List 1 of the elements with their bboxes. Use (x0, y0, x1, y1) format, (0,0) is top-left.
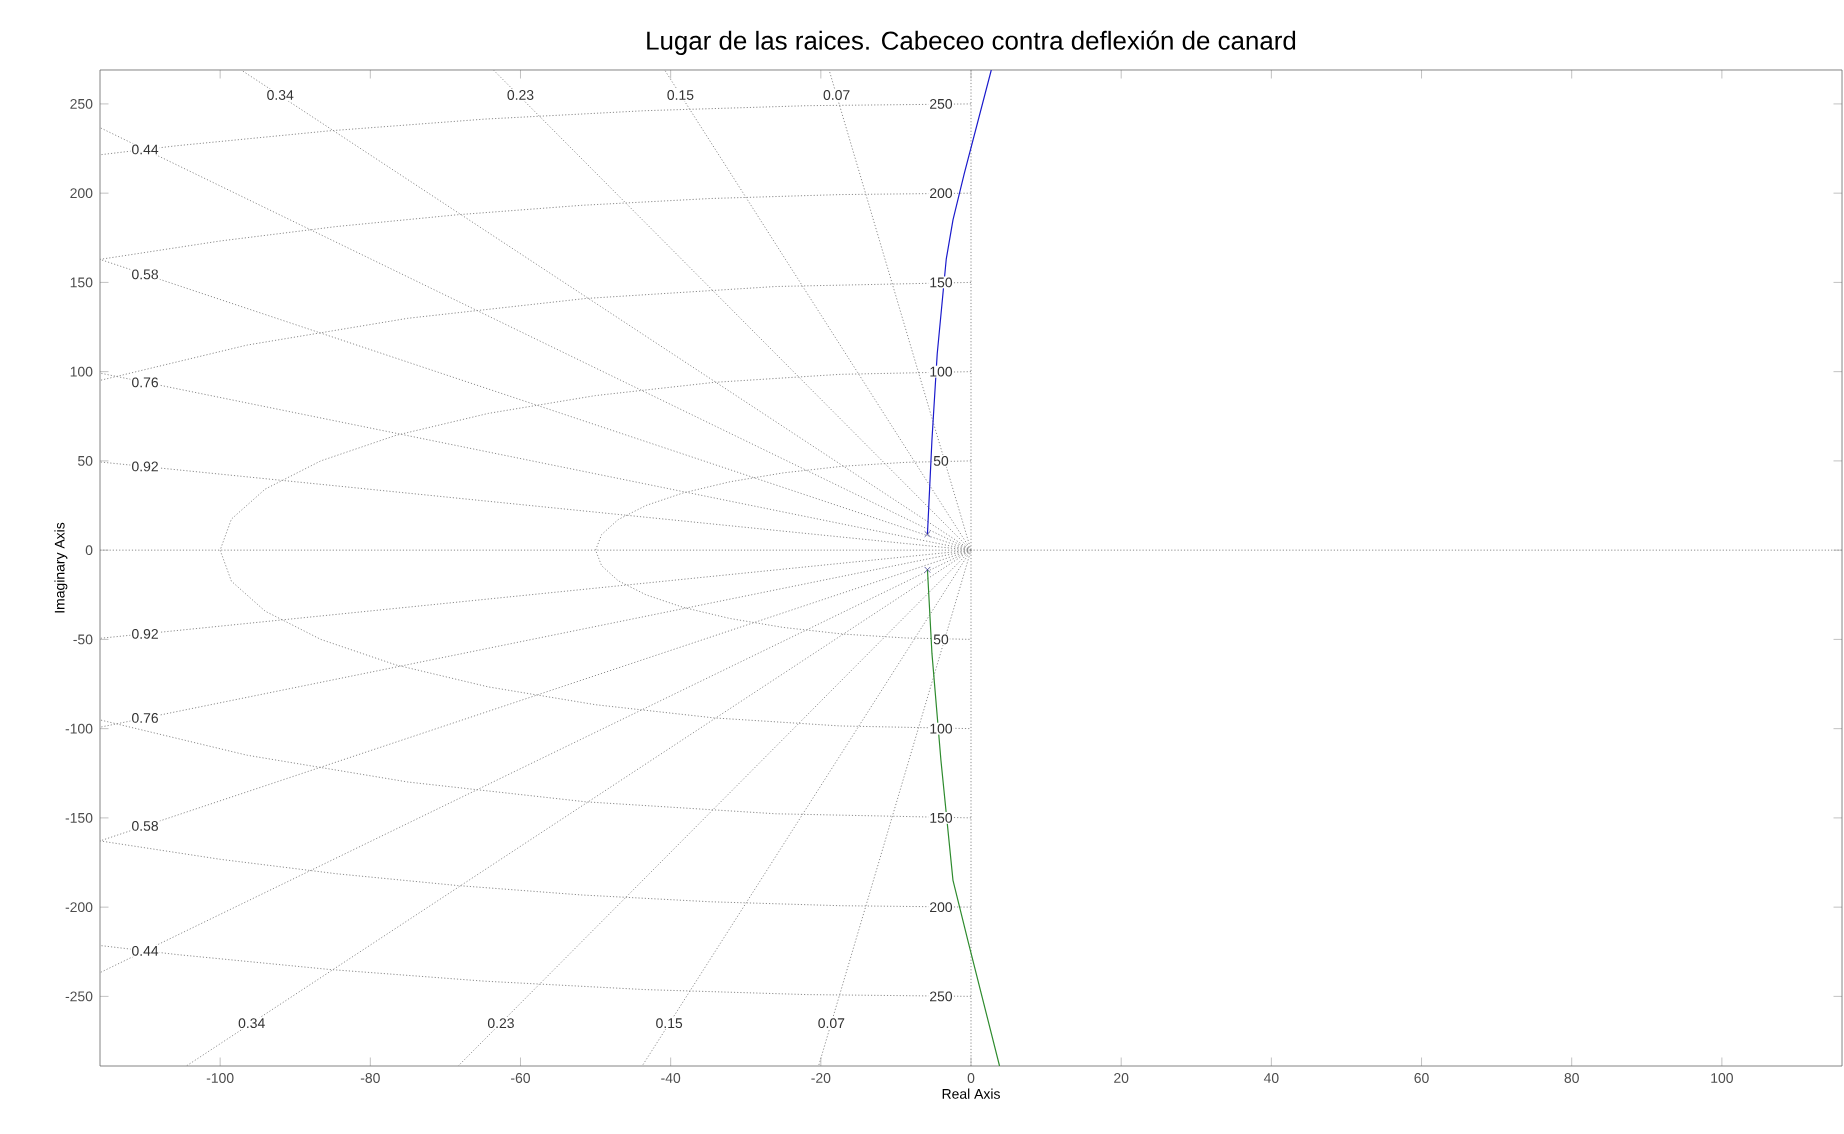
chart-title: Lugar de las raices. Cabeceo contra deflexión de canard (647, 30, 1296, 55)
